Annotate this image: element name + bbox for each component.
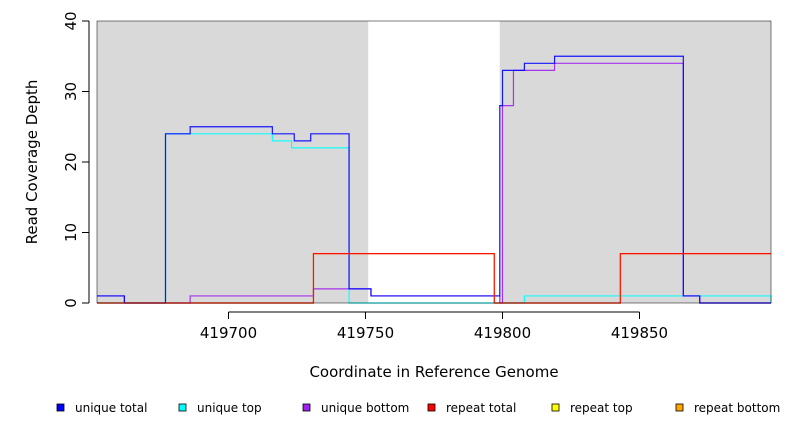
shaded-regions: [97, 21, 771, 303]
y-tick-label-3: 30: [62, 82, 80, 101]
legend-swatch-unique-top: [178, 403, 187, 412]
x-tick-label-1: 419750: [337, 324, 394, 342]
legend-swatch-repeat-bottom: [675, 403, 684, 412]
series-lines: [97, 55, 772, 304]
legend-label-unique-total: unique total: [75, 401, 147, 415]
x-tick-label-3: 419850: [611, 324, 668, 342]
x-tick-label-0: 419700: [200, 324, 257, 342]
x-tick-label-2: 419800: [474, 324, 531, 342]
y-axis-title: Read Coverage Depth: [23, 80, 41, 245]
plot-border: [96, 20, 772, 304]
legend-label-repeat-total: repeat total: [446, 401, 516, 415]
legend-swatch-repeat-total: [427, 403, 436, 412]
legend-label-unique-top: unique top: [197, 401, 262, 415]
x-axis: 419700 419750 419800 419850: [200, 311, 668, 342]
series-line-repeat-total: [97, 253, 771, 304]
legend-swatch-unique-bottom: [302, 403, 311, 412]
legend-swatch-unique-total: [56, 403, 65, 412]
y-tick-label-1: 10: [62, 223, 80, 242]
x-axis-title: Coordinate in Reference Genome: [309, 363, 558, 381]
y-tick-label-0: 0: [62, 298, 80, 308]
legend-label-repeat-bottom: repeat bottom: [694, 401, 780, 415]
y-tick-label-4: 40: [62, 11, 80, 30]
y-tick-label-2: 20: [62, 152, 80, 171]
shaded-region-0: [97, 21, 369, 303]
shaded-region-1: [499, 21, 771, 303]
legend-label-unique-bottom: unique bottom: [321, 401, 409, 415]
legend-label-repeat-top: repeat top: [570, 401, 633, 415]
legend-swatch-repeat-top: [551, 403, 560, 412]
series-line-unique-total: [97, 55, 771, 304]
y-axis: 0 10 20 30 40: [62, 11, 90, 308]
legend: unique total unique top unique bottom repea…: [56, 401, 780, 415]
